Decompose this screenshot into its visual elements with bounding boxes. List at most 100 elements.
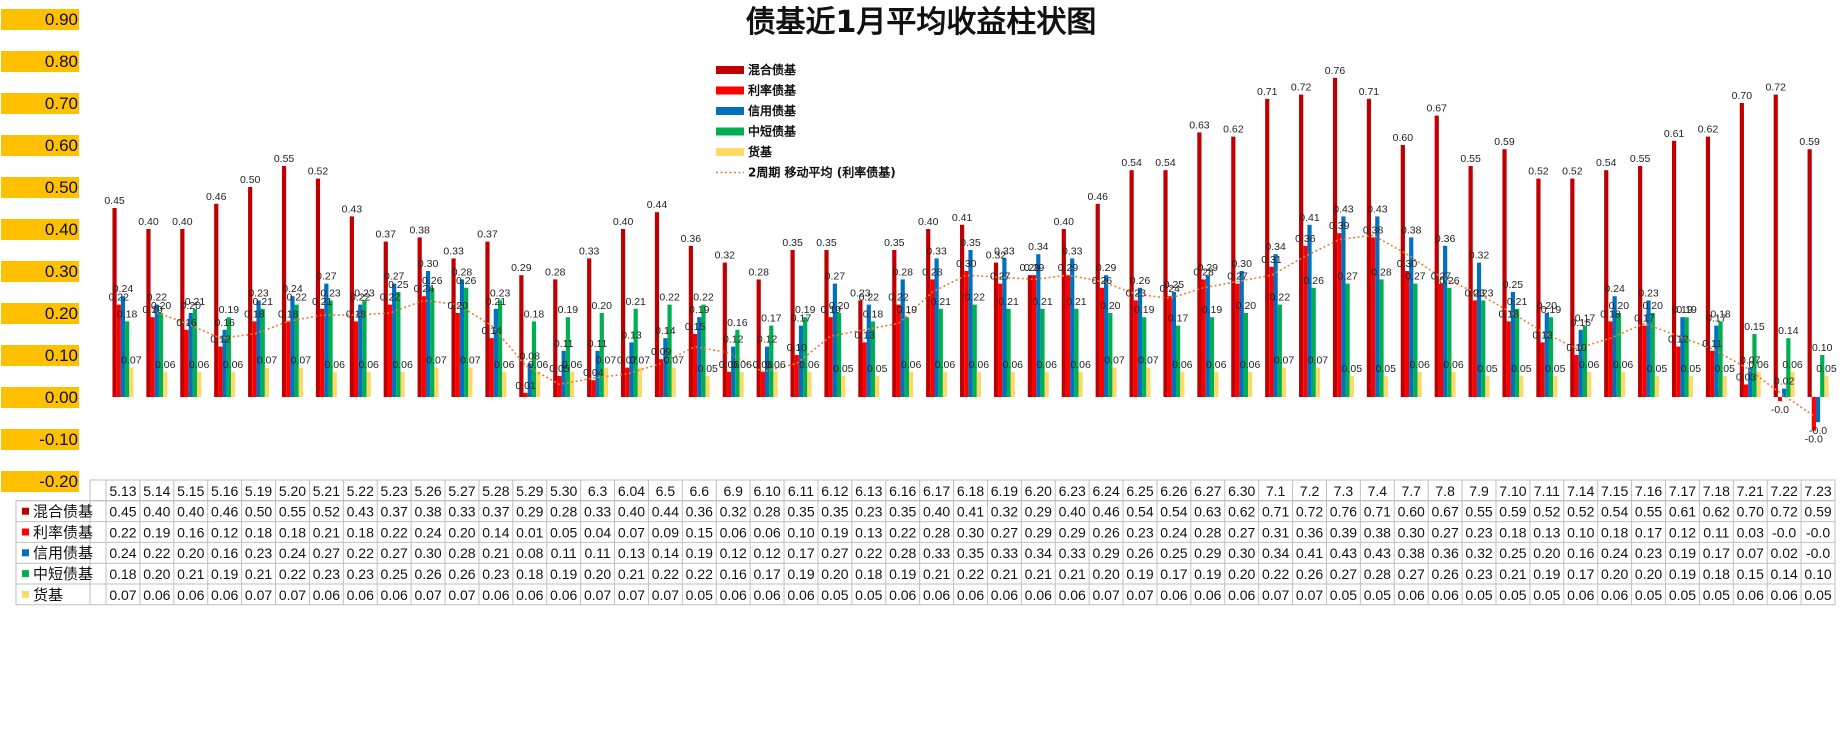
table-cell: 0.06: [753, 524, 780, 540]
bar: [1684, 317, 1689, 397]
table-cell: 0.06: [923, 587, 950, 603]
bar: [832, 283, 837, 397]
data-label: 0.27: [384, 271, 405, 283]
table-cell: 0.06: [889, 587, 916, 603]
data-label: 0.05: [833, 363, 854, 375]
data-label: 0.05: [1647, 363, 1668, 375]
bar: [154, 304, 159, 397]
bar: [1371, 237, 1376, 397]
data-label: 0.12: [1668, 334, 1689, 346]
bar: [1714, 325, 1719, 397]
data-label: 0.27: [1337, 271, 1358, 283]
data-label: 0.55: [274, 153, 295, 165]
table-series-name: 混合债基: [33, 504, 93, 521]
table-cell: 0.21: [482, 545, 509, 561]
table-cell: 0.32: [991, 504, 1018, 520]
data-label: 0.55: [1460, 153, 1481, 165]
table-cell: -0.0: [1806, 524, 1830, 540]
data-label: 0.23: [1465, 287, 1486, 299]
table-cell: 0.06: [1601, 587, 1628, 603]
table-cell: 0.19: [787, 566, 814, 582]
table-cell: 0.33: [448, 504, 475, 520]
table-cell: 0.23: [245, 545, 272, 561]
bar: [1705, 136, 1711, 397]
table-category: 7.11: [1534, 483, 1560, 499]
table-cell: 0.07: [652, 587, 679, 603]
table-cell: 0.41: [1296, 545, 1323, 561]
table-cell: 0.27: [991, 524, 1018, 540]
bar: [1743, 384, 1749, 397]
bar: [1299, 94, 1304, 397]
data-label: 0.16: [176, 317, 197, 329]
bar: [960, 224, 965, 397]
table-cell: 0.12: [753, 545, 780, 561]
bar: [603, 367, 609, 397]
data-label: 0.23: [248, 287, 269, 299]
table-cell: 0.05: [1330, 587, 1357, 603]
table-cell: 0.22: [279, 566, 306, 582]
bar: [468, 367, 473, 397]
data-label: 0.06: [799, 359, 820, 371]
bar: [1375, 216, 1380, 397]
table-cell: 0.03: [1737, 524, 1764, 540]
table-cell: 0.23: [1126, 524, 1153, 540]
bar: [1786, 338, 1791, 397]
data-label: 0.19: [1134, 304, 1155, 316]
table-cell: 0.35: [821, 504, 848, 520]
table-category: 6.12: [821, 483, 848, 499]
data-label: 0.32: [986, 250, 1007, 262]
ytick-bg: [1, 471, 79, 492]
ytick-bg: [1, 219, 79, 240]
bar: [1133, 300, 1138, 397]
table-category: 6.3: [588, 483, 608, 499]
table-category: 6.25: [1126, 483, 1153, 499]
table-cell: 0.22: [686, 566, 713, 582]
data-label: 0.22: [1270, 292, 1291, 304]
data-label: 0.72: [1291, 82, 1312, 94]
bar: [362, 300, 367, 397]
table-cell: 0.06: [347, 587, 374, 603]
bar: [184, 329, 189, 397]
bar: [353, 321, 359, 397]
data-label: 0.19: [1202, 304, 1223, 316]
bar: [1612, 296, 1617, 397]
table-cell: 0.20: [448, 524, 475, 540]
data-label: 0.40: [1054, 216, 1075, 228]
ytick-label: -0.10: [39, 430, 78, 449]
table-cell: 0.05: [550, 524, 577, 540]
data-label: 0.18: [117, 308, 138, 320]
data-label: 0.17: [1575, 313, 1596, 325]
bar: [595, 350, 600, 397]
table-cell: 0.32: [720, 504, 747, 520]
table-cell: 0.20: [1092, 566, 1119, 582]
table-cell: 0.06: [211, 587, 238, 603]
ytick-label: 0.40: [45, 220, 78, 239]
bar: [1447, 287, 1452, 397]
table-cell: 0.52: [1567, 504, 1594, 520]
data-label: 0.50: [240, 174, 261, 186]
data-label: 0.06: [731, 359, 752, 371]
table-cell: 0.40: [143, 504, 170, 520]
table-cell: 0.26: [1432, 566, 1459, 582]
table-cell: 0.34: [1025, 545, 1052, 561]
data-label: 0.23: [850, 287, 871, 299]
data-label: 0.07: [596, 355, 617, 367]
bar: [1582, 325, 1588, 397]
bar: [807, 371, 812, 397]
table-cell: 0.17: [753, 566, 780, 582]
bar: [1095, 203, 1100, 397]
data-label: 0.30: [956, 258, 977, 270]
table-cell: 0.14: [482, 524, 509, 540]
data-label: 0.05: [1545, 363, 1566, 375]
data-label: 0.20: [151, 300, 172, 312]
data-label: 0.20: [1537, 300, 1558, 312]
table-cell: 0.06: [787, 587, 814, 603]
data-label: 0.05: [1511, 363, 1532, 375]
table-cell: 0.16: [1567, 545, 1594, 561]
table-cell: 0.19: [821, 524, 848, 540]
data-label: 0.37: [477, 229, 498, 241]
data-label: 0.17: [1634, 313, 1655, 325]
table-category: 7.15: [1601, 483, 1628, 499]
table-cell: 0.13: [618, 545, 645, 561]
table-cell: 0.06: [1737, 587, 1764, 603]
